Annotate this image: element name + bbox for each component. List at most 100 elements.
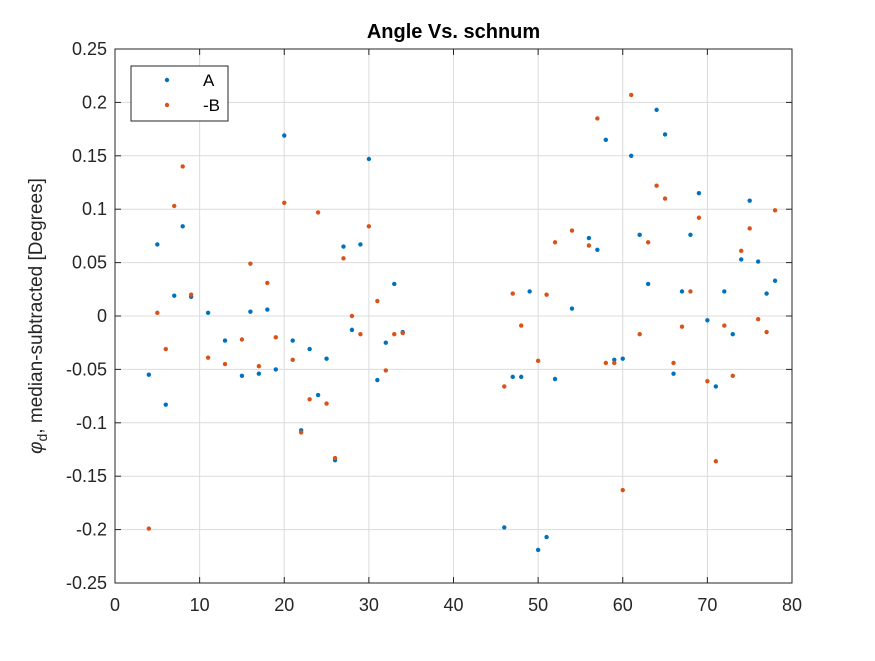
- data-point-series-a: [739, 257, 744, 262]
- data-point-series-a: [248, 309, 253, 314]
- data-point-series-b: [612, 360, 617, 366]
- y-tick-label: 0.2: [82, 92, 107, 112]
- data-point-series-a: [679, 289, 685, 294]
- x-tick-label: 80: [782, 595, 802, 615]
- data-point-series-b: [155, 310, 160, 315]
- y-tick-label: -0.25: [66, 573, 107, 593]
- data-point-series-b: [637, 331, 642, 337]
- data-point-series-a: [645, 281, 651, 287]
- x-tick-label: 50: [528, 595, 548, 615]
- data-point-series-a: [544, 534, 549, 540]
- data-point-series-a: [662, 132, 668, 137]
- data-point-series-a: [375, 377, 380, 383]
- x-tick-label: 30: [359, 595, 379, 615]
- x-tick-label: 20: [274, 595, 294, 615]
- data-point-series-a: [569, 306, 575, 311]
- data-point-series-a: [349, 327, 355, 333]
- data-point-series-b: [205, 355, 211, 360]
- data-point-series-a: [696, 190, 702, 196]
- data-point-series-a: [265, 307, 270, 312]
- y-tick-label: 0.25: [72, 39, 107, 59]
- y-tick-label: 0.1: [82, 199, 107, 219]
- data-point-series-a: [222, 338, 228, 343]
- data-point-series-a: [205, 310, 211, 315]
- data-point-series-a: [180, 224, 185, 229]
- axis-ticks: 0 10 20 30 40 50 60 70 80 0.25 0.2 0.15 0.1 0.05 0 -0.0…: [66, 39, 802, 615]
- data-point-series-a: [527, 289, 532, 294]
- y-tick-label: -0.1: [76, 413, 107, 433]
- x-tick-label: 70: [697, 595, 717, 615]
- data-point-series-b: [552, 240, 558, 245]
- data-point-series-b: [671, 360, 676, 366]
- data-point-series-a: [172, 293, 177, 298]
- data-point-series-a: [392, 281, 397, 287]
- data-point-series-b: [324, 401, 329, 406]
- y-tick-label: 0.15: [72, 146, 107, 166]
- data-point-series-a: [603, 137, 609, 142]
- data-point-series-a: [239, 373, 245, 379]
- data-point-series-b: [595, 116, 600, 121]
- legend-box: [130, 65, 229, 122]
- data-point-series-b: [544, 292, 549, 297]
- data-point-series-b: [341, 256, 346, 261]
- data-point-series-b: [315, 210, 321, 215]
- data-point-series-a: [705, 318, 710, 323]
- data-point-series-b: [256, 363, 262, 369]
- data-point-series-a: [315, 392, 321, 398]
- data-point-series-a: [755, 259, 761, 264]
- data-point-series-a: [688, 232, 693, 238]
- data-point-series-b: [273, 335, 278, 340]
- data-point-series-b: [510, 291, 515, 296]
- x-tick-label: 40: [443, 595, 463, 615]
- data-point-series-a: [713, 384, 719, 389]
- data-point-series-b: [146, 526, 152, 531]
- data-point-series-b: [332, 455, 338, 461]
- data-point-series-b: [349, 313, 355, 319]
- data-point-series-b: [519, 323, 524, 328]
- data-point-series-a: [772, 278, 778, 283]
- data-point-series-a: [273, 367, 278, 372]
- data-point-series-a: [341, 244, 346, 249]
- data-point-series-a: [502, 525, 507, 530]
- data-point-series-a: [324, 356, 329, 361]
- data-point-series-b: [620, 487, 625, 493]
- data-point-series-a: [637, 232, 642, 238]
- data-point-series-b: [679, 324, 685, 329]
- data-point-series-a: [586, 235, 592, 241]
- data-point-series-b: [502, 384, 507, 389]
- data-point-series-b: [366, 224, 372, 229]
- data-point-series-b: [392, 331, 397, 337]
- data-point-series-b: [535, 358, 541, 364]
- data-point-series-a: [654, 107, 659, 113]
- legend-label-a: A: [203, 71, 215, 90]
- legend-marker-b: [164, 102, 170, 108]
- data-point-series-b: [662, 196, 668, 201]
- data-point-series-b: [722, 323, 727, 328]
- data-point-series-b: [265, 280, 270, 286]
- data-point-series-a: [256, 371, 262, 376]
- data-point-series-b: [290, 357, 295, 362]
- data-point-series-a: [307, 346, 312, 352]
- data-point-series-b: [755, 317, 761, 322]
- data-point-series-b: [705, 378, 710, 384]
- legend: A -B: [130, 65, 229, 122]
- data-point-series-b: [654, 183, 659, 188]
- data-point-series-a: [519, 374, 524, 380]
- data-point-series-a: [612, 357, 617, 362]
- data-point-series-b: [772, 208, 778, 213]
- data-point-series-b: [248, 261, 253, 266]
- y-tick-label: 0: [97, 306, 107, 326]
- data-point-series-b: [586, 243, 592, 248]
- data-point-series-a: [358, 242, 363, 247]
- data-point-series-b: [629, 92, 634, 98]
- data-point-series-b: [645, 240, 651, 245]
- data-point-series-a: [155, 242, 160, 247]
- y-tick-label: -0.05: [66, 359, 107, 379]
- data-point-series-a: [282, 133, 287, 138]
- y-tick-label: -0.15: [66, 466, 107, 486]
- data-point-series-a: [510, 374, 515, 380]
- chart-title: Angle Vs. schnum: [367, 21, 540, 43]
- data-point-series-b: [172, 203, 177, 209]
